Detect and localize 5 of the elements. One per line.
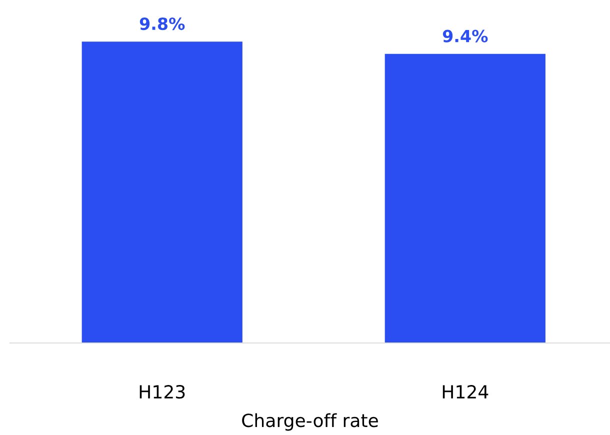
data-label: 9.4%	[442, 30, 488, 42]
x-axis-title: Charge-off rate	[242, 413, 378, 431]
data-label: 9.8%	[140, 17, 185, 30]
x-tick-label: H124	[442, 384, 488, 398]
x-tick-label: H123	[140, 384, 185, 399]
